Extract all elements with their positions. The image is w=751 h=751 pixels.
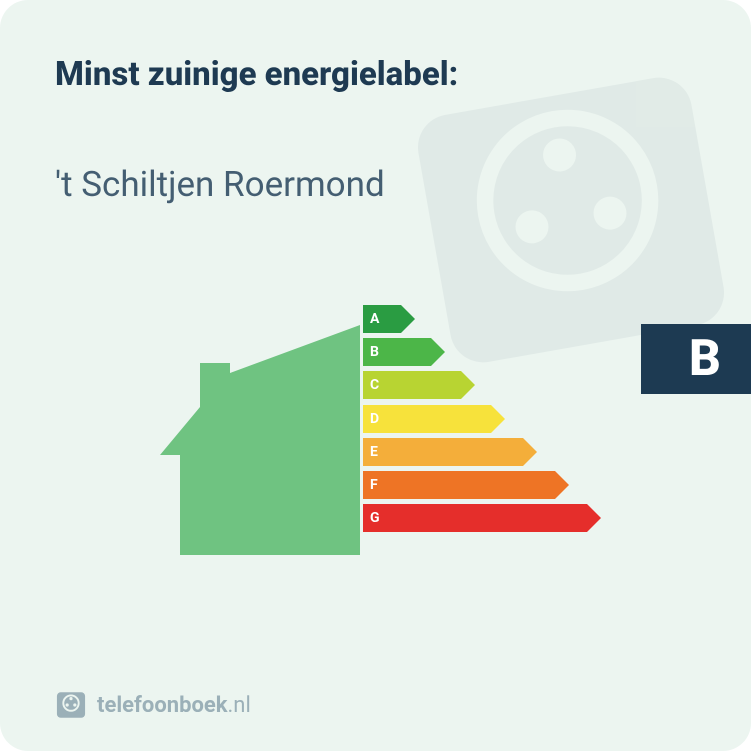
energy-label-card: Minst zuinige energielabel: 't Schiltjen… — [0, 0, 751, 751]
card-title: Minst zuinige energielabel: — [55, 55, 696, 94]
energy-bar-a: A — [363, 305, 587, 333]
energy-chart: ABCDEFG — [160, 295, 660, 555]
energy-bar-g: G — [363, 504, 587, 532]
energy-bar-b: B — [363, 338, 587, 366]
energy-bar-label: B — [370, 338, 379, 366]
energy-bar-e: E — [363, 438, 587, 466]
card-subtitle: 't Schiltjen Roermond — [55, 164, 696, 205]
energy-bar-fill — [363, 305, 401, 333]
energy-bar-fill — [363, 471, 555, 499]
footer-brand-bold: telefoonboek — [97, 693, 228, 718]
house-icon — [160, 325, 360, 555]
energy-bar-d: D — [363, 405, 587, 433]
energy-bars: ABCDEFG — [363, 305, 587, 537]
energy-bar-label: A — [370, 305, 379, 333]
energy-bar-label: C — [370, 371, 379, 399]
footer-brand-light: .nl — [228, 693, 251, 718]
energy-bar-c: C — [363, 371, 587, 399]
phonebook-icon — [55, 689, 87, 721]
energy-bar-f: F — [363, 471, 587, 499]
energy-bar-fill — [363, 438, 523, 466]
energy-bar-label: D — [370, 405, 379, 433]
energy-bar-fill — [363, 405, 491, 433]
energy-bar-label: E — [370, 438, 378, 466]
energy-bar-label: G — [370, 504, 380, 532]
badge-letter: B — [689, 334, 721, 384]
footer: telefoonboek.nl — [55, 689, 696, 721]
energy-chart-wrap: ABCDEFG B — [55, 295, 696, 689]
energy-bar-fill — [363, 504, 587, 532]
footer-brand: telefoonboek.nl — [97, 693, 251, 718]
energy-bar-label: F — [370, 471, 378, 499]
selected-label-badge: B — [641, 324, 751, 394]
